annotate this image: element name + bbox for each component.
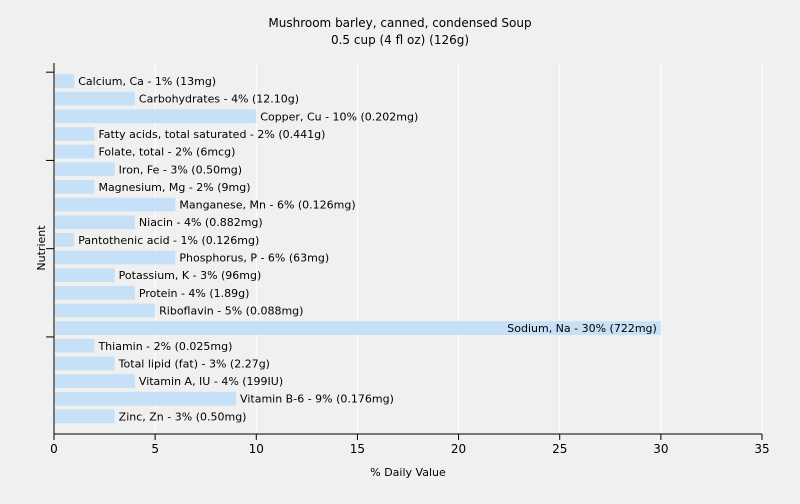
data-label: Phosphorus, P - 6% (63mg) (179, 252, 329, 265)
bars: Calcium, Ca - 1% (13mg) Carbohydrates - 4… (55, 74, 661, 423)
data-label: Magnesium, Mg - 2% (9mg) (98, 181, 250, 194)
data-label: Carbohydrates - 4% (12.10g) (139, 93, 299, 106)
bar (55, 338, 95, 353)
bar (55, 303, 156, 318)
data-label: Iron, Fe - 3% (0.50mg) (119, 163, 242, 176)
data-label: Zinc, Zn - 3% (0.50mg) (119, 410, 247, 423)
data-label: Vitamin B-6 - 9% (0.176mg) (240, 393, 394, 406)
x-tick-label: 20 (451, 442, 466, 456)
y-axis-label: Nutrient (35, 225, 48, 271)
bar (55, 180, 95, 194)
data-label: Copper, Cu - 10% (0.202mg) (260, 110, 418, 123)
grid-lines (154, 63, 763, 434)
data-label: Calcium, Ca - 1% (13mg) (78, 75, 216, 88)
bar (55, 74, 75, 88)
bar (55, 250, 176, 265)
data-label: Manganese, Mn - 6% (0.126mg) (179, 199, 355, 212)
x-tick-label: 15 (350, 442, 365, 456)
bar (55, 144, 95, 159)
x-tick-label: 35 (754, 442, 769, 456)
bar (55, 215, 135, 230)
data-label: Pantothenic acid - 1% (0.126mg) (78, 234, 259, 247)
bar (55, 197, 176, 212)
data-label: Niacin - 4% (0.882mg) (139, 216, 263, 229)
bar (55, 374, 135, 388)
data-label: Vitamin A, IU - 4% (199IU) (139, 375, 283, 388)
bar (55, 409, 115, 424)
bar (55, 162, 115, 177)
data-label: Sodium, Na - 30% (722mg) (507, 322, 657, 335)
chart-subtitle: 0.5 cup (4 fl oz) (126g) (331, 33, 469, 47)
bar (55, 356, 115, 371)
x-axis-label: % Daily Value (370, 466, 446, 479)
data-label: Protein - 4% (1.89g) (139, 287, 250, 300)
bar (55, 268, 115, 283)
bar (55, 127, 95, 141)
x-tick-label: 25 (552, 442, 567, 456)
data-label: Folate, total - 2% (6mcg) (98, 146, 235, 159)
data-label: Total lipid (fat) - 3% (2.27g) (118, 357, 270, 370)
data-label: Fatty acids, total saturated - 2% (0.441… (98, 128, 325, 141)
axes: 0 5 10 15 20 25 30 35 (46, 63, 770, 456)
bar (55, 109, 257, 124)
bar (55, 232, 75, 247)
bar (55, 285, 135, 300)
chart-title: Mushroom barley, canned, condensed Soup (268, 16, 531, 30)
x-tick-label: 5 (151, 442, 159, 456)
data-label: Potassium, K - 3% (96mg) (119, 269, 262, 282)
data-label: Thiamin - 2% (0.025mg) (97, 340, 232, 353)
data-label: Riboflavin - 5% (0.088mg) (159, 304, 303, 317)
x-tick-label: 0 (50, 442, 58, 456)
bar (55, 91, 135, 106)
bar (55, 321, 661, 335)
bar (55, 391, 237, 406)
x-tick-label: 30 (653, 442, 668, 456)
x-tick-label: 10 (249, 442, 264, 456)
